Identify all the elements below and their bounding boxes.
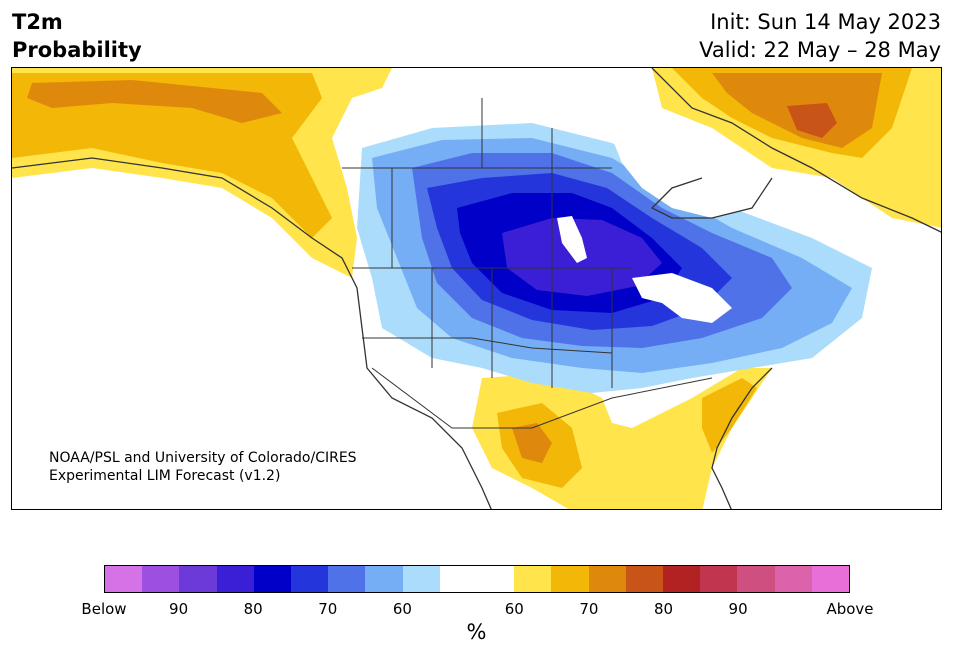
colorbar-tick-label: Above — [826, 600, 874, 618]
colorbar-swatch-14 — [625, 566, 664, 592]
forecast-dates: Init: Sun 14 May 2023 Valid: 22 May – 28… — [699, 8, 941, 64]
init-date: Init: Sun 14 May 2023 — [710, 10, 941, 34]
colorbar-swatch-15 — [663, 566, 701, 592]
colorbar-swatch-4 — [253, 566, 292, 592]
map-title: T2m Probability — [12, 8, 142, 64]
colorbar-swatch-5 — [291, 566, 329, 592]
colorbar — [104, 565, 850, 593]
colorbar-unit-label: % — [466, 620, 487, 644]
colorbar-swatch-0 — [105, 566, 143, 592]
colorbar-ticks: Below 90 80 70 60 60 70 80 90 Above — [81, 600, 873, 618]
colorbar-swatch-16 — [700, 566, 738, 592]
colorbar-swatch-19 — [811, 566, 850, 592]
colorbar-swatch-10 — [477, 566, 515, 592]
colorbar-tick-label: 80 — [243, 600, 263, 618]
colorbar-swatch-9 — [439, 566, 478, 592]
colorbar-tick-label: 60 — [392, 600, 412, 618]
colorbar-swatch-13 — [588, 566, 626, 592]
hudson-bay-lake — [612, 133, 772, 218]
colorbar-swatch-12 — [551, 566, 589, 592]
colorbar-tick-label: 60 — [504, 600, 524, 618]
above-80-region-alaska — [27, 80, 282, 123]
colorbar-swatch-2 — [179, 566, 217, 592]
above-80-region-mexico — [512, 423, 552, 463]
colorbar-swatch-1 — [142, 566, 180, 592]
colorbar-swatch-7 — [365, 566, 403, 592]
title-line-variable: T2m — [12, 10, 63, 34]
colorbar-tick-label: 80 — [653, 600, 674, 618]
probability-map — [12, 68, 941, 509]
colorbar-tick-label: 90 — [728, 600, 748, 618]
political-borders — [342, 98, 713, 429]
colorbar-tick-label: 90 — [169, 600, 189, 618]
colorbar-tick-label: Below — [81, 600, 127, 618]
colorbar-tick-label: 70 — [579, 600, 599, 618]
colorbar-swatch-8 — [402, 566, 440, 592]
credit-line-1: NOAA/PSL and University of Colorado/CIRE… — [49, 450, 357, 466]
credit-line-2: Experimental LIM Forecast (v1.2) — [49, 468, 281, 484]
valid-range: Valid: 22 May – 28 May — [699, 38, 941, 62]
title-line-type: Probability — [12, 38, 142, 62]
colorbar-swatch-3 — [216, 566, 254, 592]
above-70-region-florida — [702, 378, 757, 453]
colorbar-swatch-18 — [774, 566, 812, 592]
coastlines — [12, 68, 941, 509]
colorbar-swatch-11 — [514, 566, 552, 592]
great-lakes — [632, 273, 732, 323]
colorbar-swatch-6 — [328, 566, 366, 592]
credit-text: NOAA/PSL and University of Colorado/CIRE… — [49, 449, 357, 485]
lake-winnipeg — [557, 216, 587, 263]
map-panel — [11, 67, 942, 510]
colorbar-swatch-17 — [737, 566, 775, 592]
above-90-region-greenland — [787, 103, 837, 138]
colorbar-tick-label: 70 — [318, 600, 338, 618]
